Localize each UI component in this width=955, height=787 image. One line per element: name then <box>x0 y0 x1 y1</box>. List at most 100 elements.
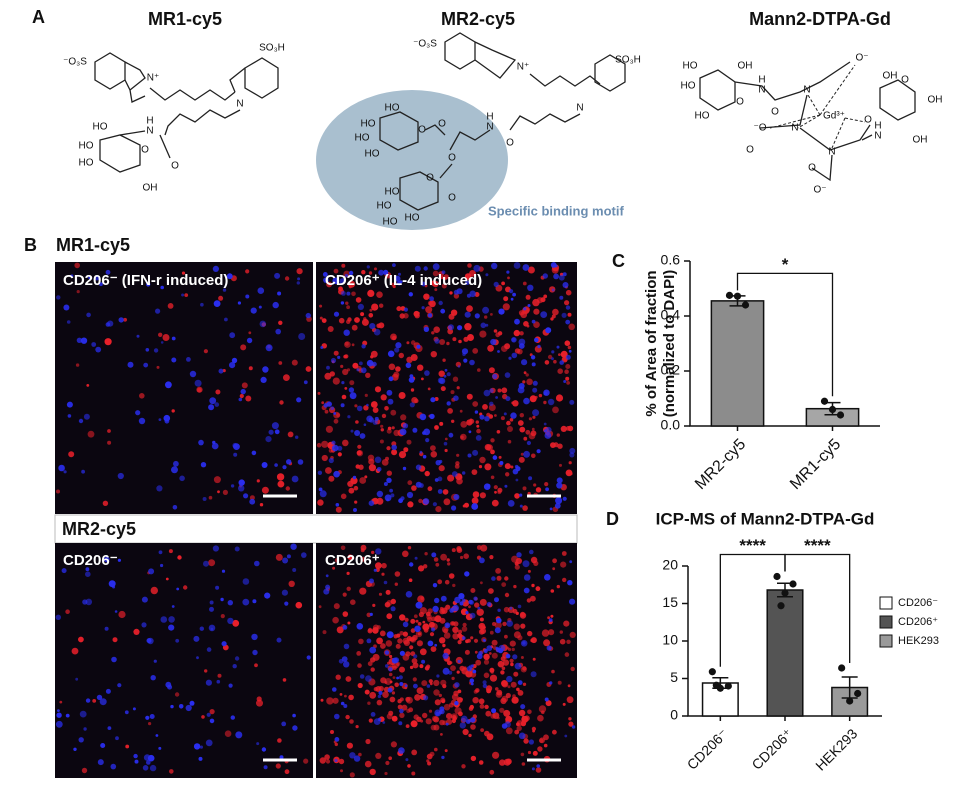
cell <box>510 681 517 688</box>
cell <box>553 273 559 280</box>
cell <box>420 719 424 723</box>
cell <box>346 571 350 576</box>
cell <box>419 483 424 488</box>
cell <box>444 368 448 372</box>
cell <box>63 470 67 474</box>
cell <box>374 386 382 393</box>
cell <box>414 625 421 633</box>
cell <box>156 365 160 369</box>
cell <box>103 556 110 563</box>
cell <box>405 724 410 728</box>
cell <box>376 323 382 329</box>
cell <box>317 499 324 506</box>
panel-label: C <box>612 251 625 271</box>
cell <box>458 475 463 480</box>
cell <box>427 640 434 647</box>
cell <box>390 493 395 498</box>
atom-label: H <box>874 121 881 132</box>
cell <box>384 681 388 684</box>
cell <box>125 744 130 749</box>
cell <box>168 549 173 554</box>
cell <box>263 765 268 770</box>
cell <box>301 552 307 558</box>
cell <box>435 562 440 567</box>
cell <box>399 631 404 636</box>
cell <box>212 265 219 272</box>
cell <box>543 743 548 748</box>
cell <box>484 463 492 471</box>
cell <box>464 323 472 331</box>
cell <box>371 550 375 555</box>
cell <box>534 337 539 343</box>
cell <box>167 303 174 309</box>
cell <box>557 680 562 685</box>
atom-label: O⁻ <box>813 185 826 196</box>
cell <box>238 479 245 486</box>
cell <box>257 287 265 295</box>
cell <box>343 329 350 336</box>
cell <box>94 275 100 281</box>
data-point <box>854 689 862 698</box>
cell <box>523 574 531 581</box>
cell <box>543 391 548 396</box>
cell <box>530 637 537 644</box>
cell <box>83 727 87 731</box>
cell <box>360 556 366 562</box>
cell <box>550 262 557 268</box>
cell <box>551 350 555 354</box>
cell <box>504 372 511 378</box>
cell <box>452 626 459 633</box>
cell <box>296 281 300 285</box>
cell <box>324 754 330 760</box>
cell <box>105 688 111 694</box>
cell <box>375 562 382 569</box>
cell <box>364 689 370 695</box>
cell <box>433 326 441 334</box>
cell <box>345 676 352 682</box>
cell <box>411 771 416 776</box>
cell <box>491 262 498 270</box>
cell <box>189 370 197 378</box>
cell <box>564 340 571 347</box>
cell <box>327 326 334 332</box>
cell <box>569 399 575 405</box>
cell <box>516 720 523 727</box>
cell <box>271 422 279 430</box>
cell <box>158 746 162 750</box>
cell <box>205 679 212 686</box>
cell <box>567 345 572 350</box>
cell <box>347 621 351 625</box>
cell <box>228 683 233 688</box>
cell <box>412 662 419 669</box>
cell <box>354 404 358 408</box>
cell <box>406 491 414 499</box>
atom-label: SO₃H <box>259 43 285 54</box>
cell <box>514 729 520 735</box>
cell <box>433 557 439 562</box>
cell <box>59 700 63 704</box>
y-axis-label: % of Area of fraction <box>643 270 660 416</box>
cell <box>410 628 416 633</box>
cell <box>209 718 215 724</box>
cell <box>379 630 386 637</box>
cell <box>536 764 540 768</box>
cell <box>256 699 263 707</box>
cell <box>457 689 462 694</box>
cell <box>66 401 73 408</box>
cell <box>340 545 346 551</box>
cell <box>486 601 492 607</box>
cell <box>346 305 350 310</box>
cell <box>422 454 427 459</box>
cell <box>56 489 60 494</box>
cell <box>440 679 447 686</box>
cell <box>463 553 470 559</box>
cell <box>442 652 449 660</box>
cell <box>369 646 377 654</box>
cell <box>439 421 444 426</box>
cell <box>226 273 233 280</box>
cell <box>398 747 405 754</box>
cell <box>453 621 459 627</box>
cell <box>397 704 403 710</box>
cell <box>238 485 245 492</box>
